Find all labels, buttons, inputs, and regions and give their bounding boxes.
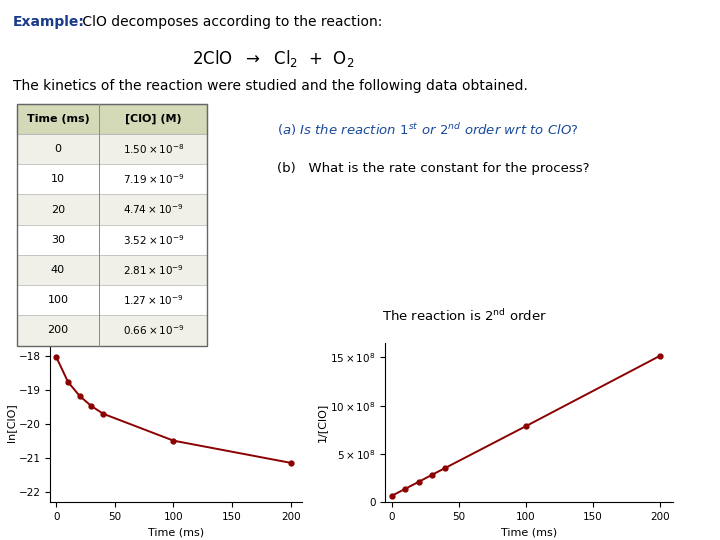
Text: Example:: Example:	[13, 15, 85, 29]
Text: 2ClO  $\rightarrow$  Cl$_2$  +  O$_2$: 2ClO $\rightarrow$ Cl$_2$ + O$_2$	[192, 48, 355, 69]
Text: $3.52 \times 10^{-9}$: $3.52 \times 10^{-9}$	[122, 233, 184, 247]
Text: $1.50 \times 10^{-8}$: $1.50 \times 10^{-8}$	[122, 142, 184, 156]
Text: $0.66 \times 10^{-9}$: $0.66 \times 10^{-9}$	[122, 323, 184, 338]
Text: ClO decomposes according to the reaction:: ClO decomposes according to the reaction…	[78, 15, 382, 29]
Text: 30: 30	[51, 235, 65, 245]
Text: $(a)$ $\mathit{Is\ the\ reaction\ 1^{st}\ or\ 2^{nd}\ order\ wrt\ to\ ClO?}$: $(a)$ $\mathit{Is\ the\ reaction\ 1^{st}…	[277, 122, 579, 138]
Text: (b)   What is the rate constant for the process?: (b) What is the rate constant for the pr…	[277, 162, 590, 175]
Text: 100: 100	[48, 295, 68, 305]
Y-axis label: 1/[ClO]: 1/[ClO]	[318, 403, 328, 442]
Text: 10: 10	[51, 174, 65, 184]
Text: $1.27 \times 10^{-9}$: $1.27 \times 10^{-9}$	[123, 293, 184, 307]
X-axis label: Time (ms): Time (ms)	[501, 528, 557, 537]
Text: The reaction is $2^{\mathrm{nd}}$ order: The reaction is $2^{\mathrm{nd}}$ order	[382, 308, 546, 323]
Text: 0: 0	[55, 144, 61, 154]
Text: $4.74 \times 10^{-9}$: $4.74 \times 10^{-9}$	[123, 202, 184, 217]
Text: $7.19 \times 10^{-9}$: $7.19 \times 10^{-9}$	[122, 172, 184, 186]
Y-axis label: ln[ClO]: ln[ClO]	[6, 403, 16, 442]
Text: [ClO] (M): [ClO] (M)	[125, 113, 181, 124]
Text: $2.81 \times 10^{-9}$: $2.81 \times 10^{-9}$	[123, 263, 184, 277]
Text: 40: 40	[51, 265, 65, 275]
Text: Time (ms): Time (ms)	[27, 114, 89, 124]
Text: 200: 200	[48, 326, 68, 335]
Text: 20: 20	[51, 205, 65, 214]
X-axis label: Time (ms): Time (ms)	[148, 528, 204, 537]
Text: The kinetics of the reaction were studied and the following data obtained.: The kinetics of the reaction were studie…	[13, 79, 528, 93]
